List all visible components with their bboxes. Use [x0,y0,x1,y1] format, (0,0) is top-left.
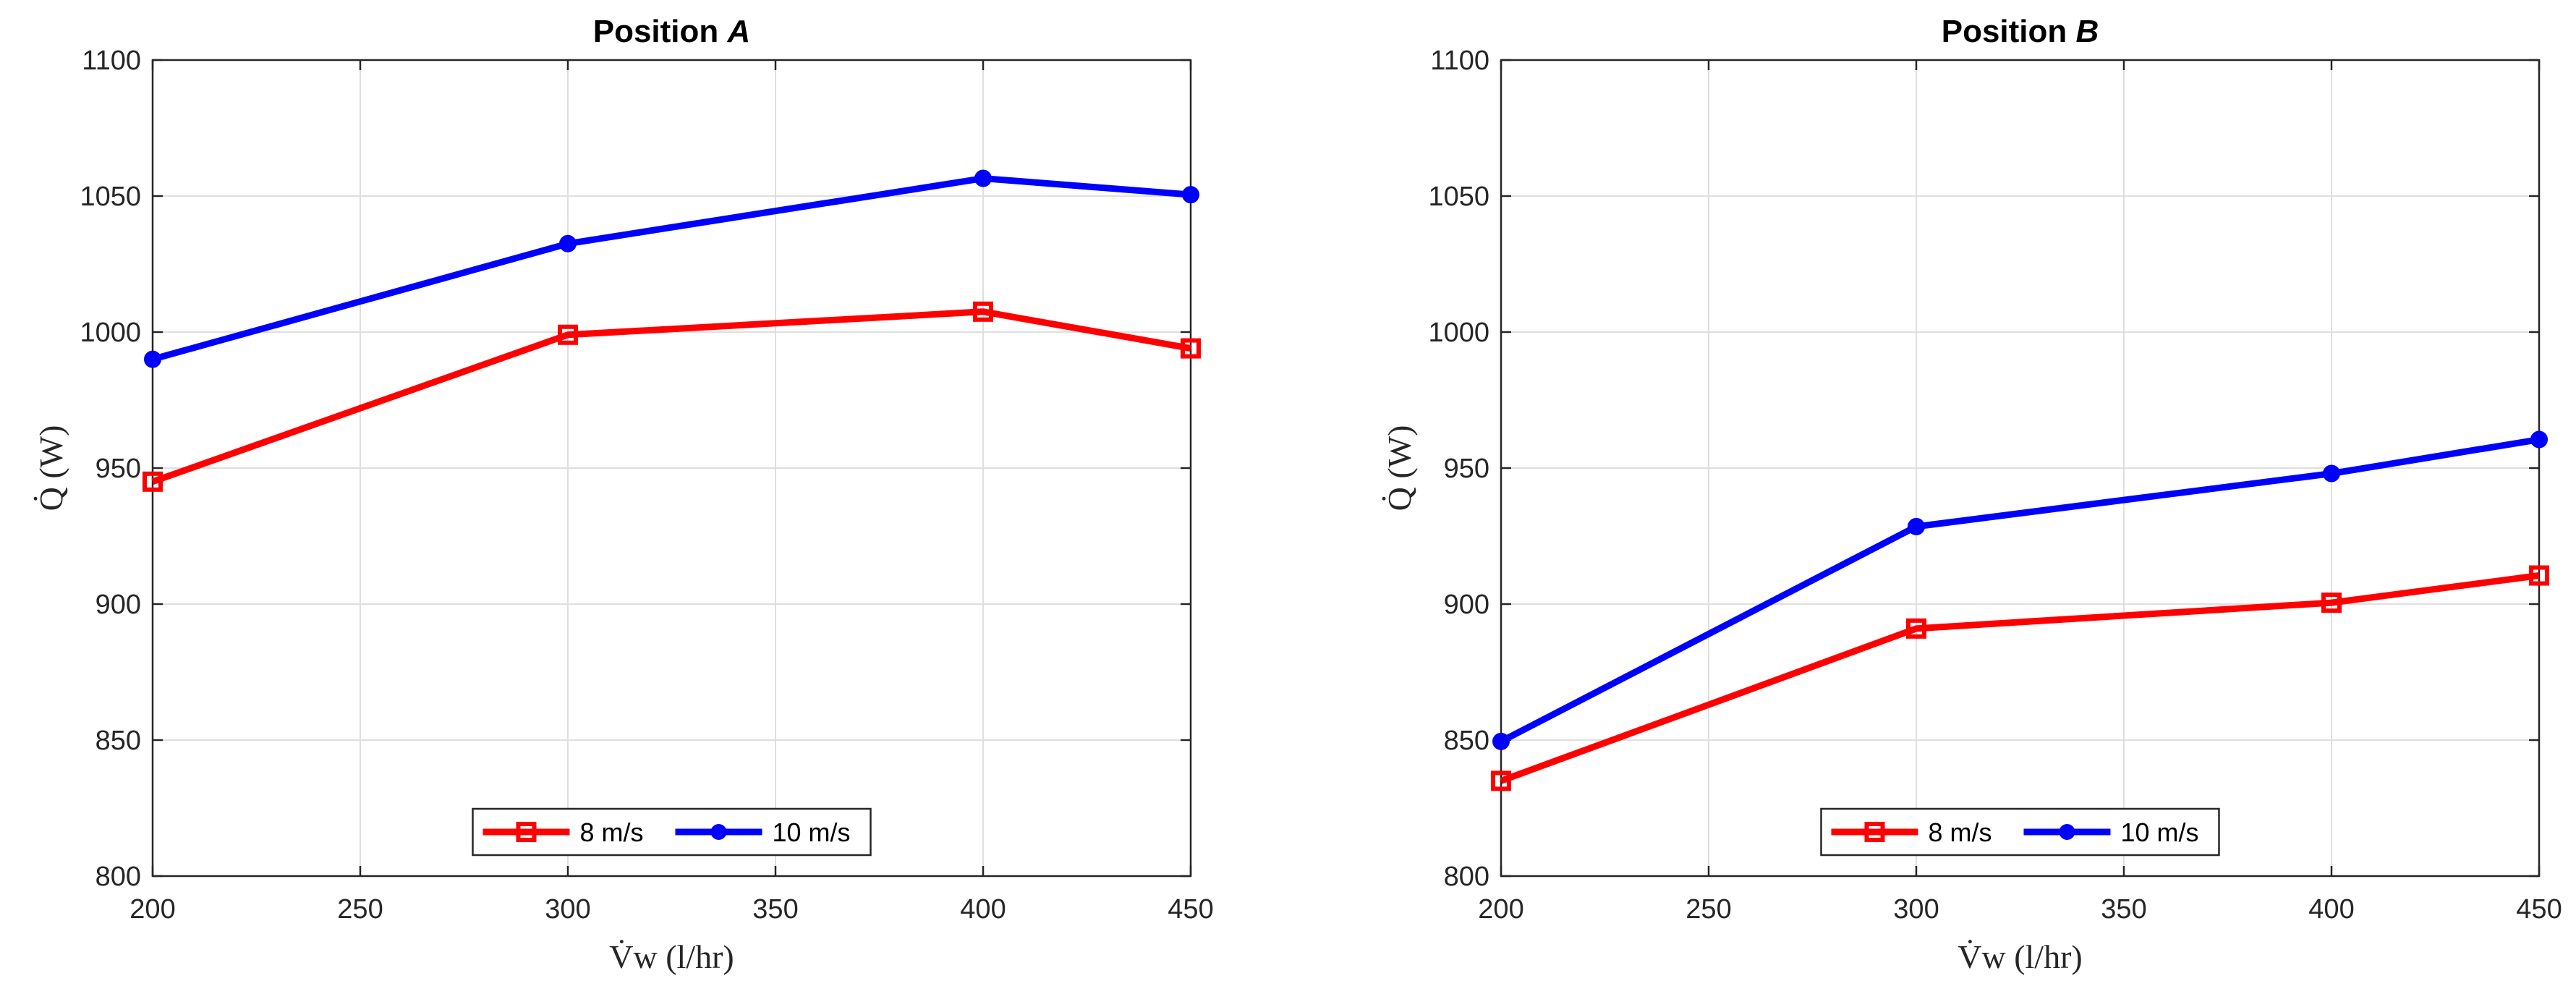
data-point-marker [2530,430,2548,449]
legend-marker [1864,822,1885,842]
y-tick-label: 1000 [1428,318,1489,348]
y-tick-label: 1100 [1430,46,1489,76]
y-tick-label: 1050 [1428,182,1489,212]
legend-marker [2059,824,2075,840]
chart-title-prefix: Position [593,14,728,49]
chart-panel-1: 200 250 300 350 400 450 800 850 900 950 1000 1050 11… [33,14,1214,975]
y-tick-label: 800 [95,862,141,892]
data-point-marker [558,324,578,345]
legend: 8 m/s 10 m/s [1820,807,2220,857]
data-point-marker [1181,338,1201,359]
legend: 8 m/s 10 m/s [472,807,872,857]
y-tick-label: 900 [1444,590,1489,620]
series-line-2 [1499,436,2540,744]
y-tick-label: 800 [1444,862,1489,892]
chart-title-prefix: Position [1942,14,2076,49]
data-point-marker [559,234,577,252]
x-tick-label: 350 [2101,894,2146,925]
data-point-marker [1182,186,1199,204]
x-tick-label: 450 [1168,894,1213,925]
legend-marker [710,824,727,840]
y-tick-label: 1050 [80,182,141,212]
y-tick-label: 1100 [82,46,141,76]
x-axis-label: V̇w (l/hr) [609,938,734,975]
legend-label: 10 m/s [2121,817,2199,847]
legend-marker [516,822,537,842]
data-point-marker [973,301,993,322]
series-line-1 [1500,572,2540,784]
x-tick-label: 450 [2516,894,2562,925]
chart-title-letter: B [2076,14,2099,49]
x-tick-label: 250 [337,894,383,925]
x-tick-label: 250 [1686,894,1731,925]
x-axis-label: V̇w (l/hr) [1957,938,2082,975]
chart-panel-2: 200 250 300 350 400 450 800 850 900 950 1000 1050 11… [1381,14,2562,975]
data-point-marker [974,169,992,187]
x-tick-label: 350 [752,894,798,925]
x-tick-label: 400 [2308,894,2354,925]
y-tick-label: 950 [1444,454,1489,484]
x-tick-label: 300 [1893,894,1939,925]
chart-title: Position B [1942,14,2099,49]
data-point-marker [143,471,163,492]
x-tick-label: 400 [960,894,1006,925]
data-point-marker [2529,565,2549,586]
y-tick-label: 950 [95,454,141,484]
chart-title-letter: A [727,14,751,49]
series-line-1 [151,308,1191,485]
chart-title: Position A [593,14,751,49]
x-tick-label: 200 [129,894,175,925]
data-point-marker [144,350,161,368]
y-tick-label: 850 [95,726,141,756]
y-tick-label: 850 [1444,726,1489,756]
data-point-marker [1491,770,1511,791]
data-point-marker [2323,464,2340,483]
data-point-marker [1492,732,1510,750]
data-point-marker [2321,592,2342,613]
data-point-marker [1908,517,1925,535]
y-tick-label: 1000 [80,318,141,348]
x-tick-label: 300 [545,894,590,925]
legend-label: 8 m/s [1929,817,1992,847]
series-line-2 [151,175,1191,362]
y-tick-label: 900 [95,590,141,620]
legend-label: 8 m/s [580,817,644,847]
y-axis-label: Q̇ (W) [1381,425,1418,511]
legend-label: 10 m/s [773,817,851,847]
data-point-marker [1906,618,1926,639]
x-tick-label: 200 [1478,894,1523,925]
y-axis-label: Q̇ (W) [33,425,69,511]
